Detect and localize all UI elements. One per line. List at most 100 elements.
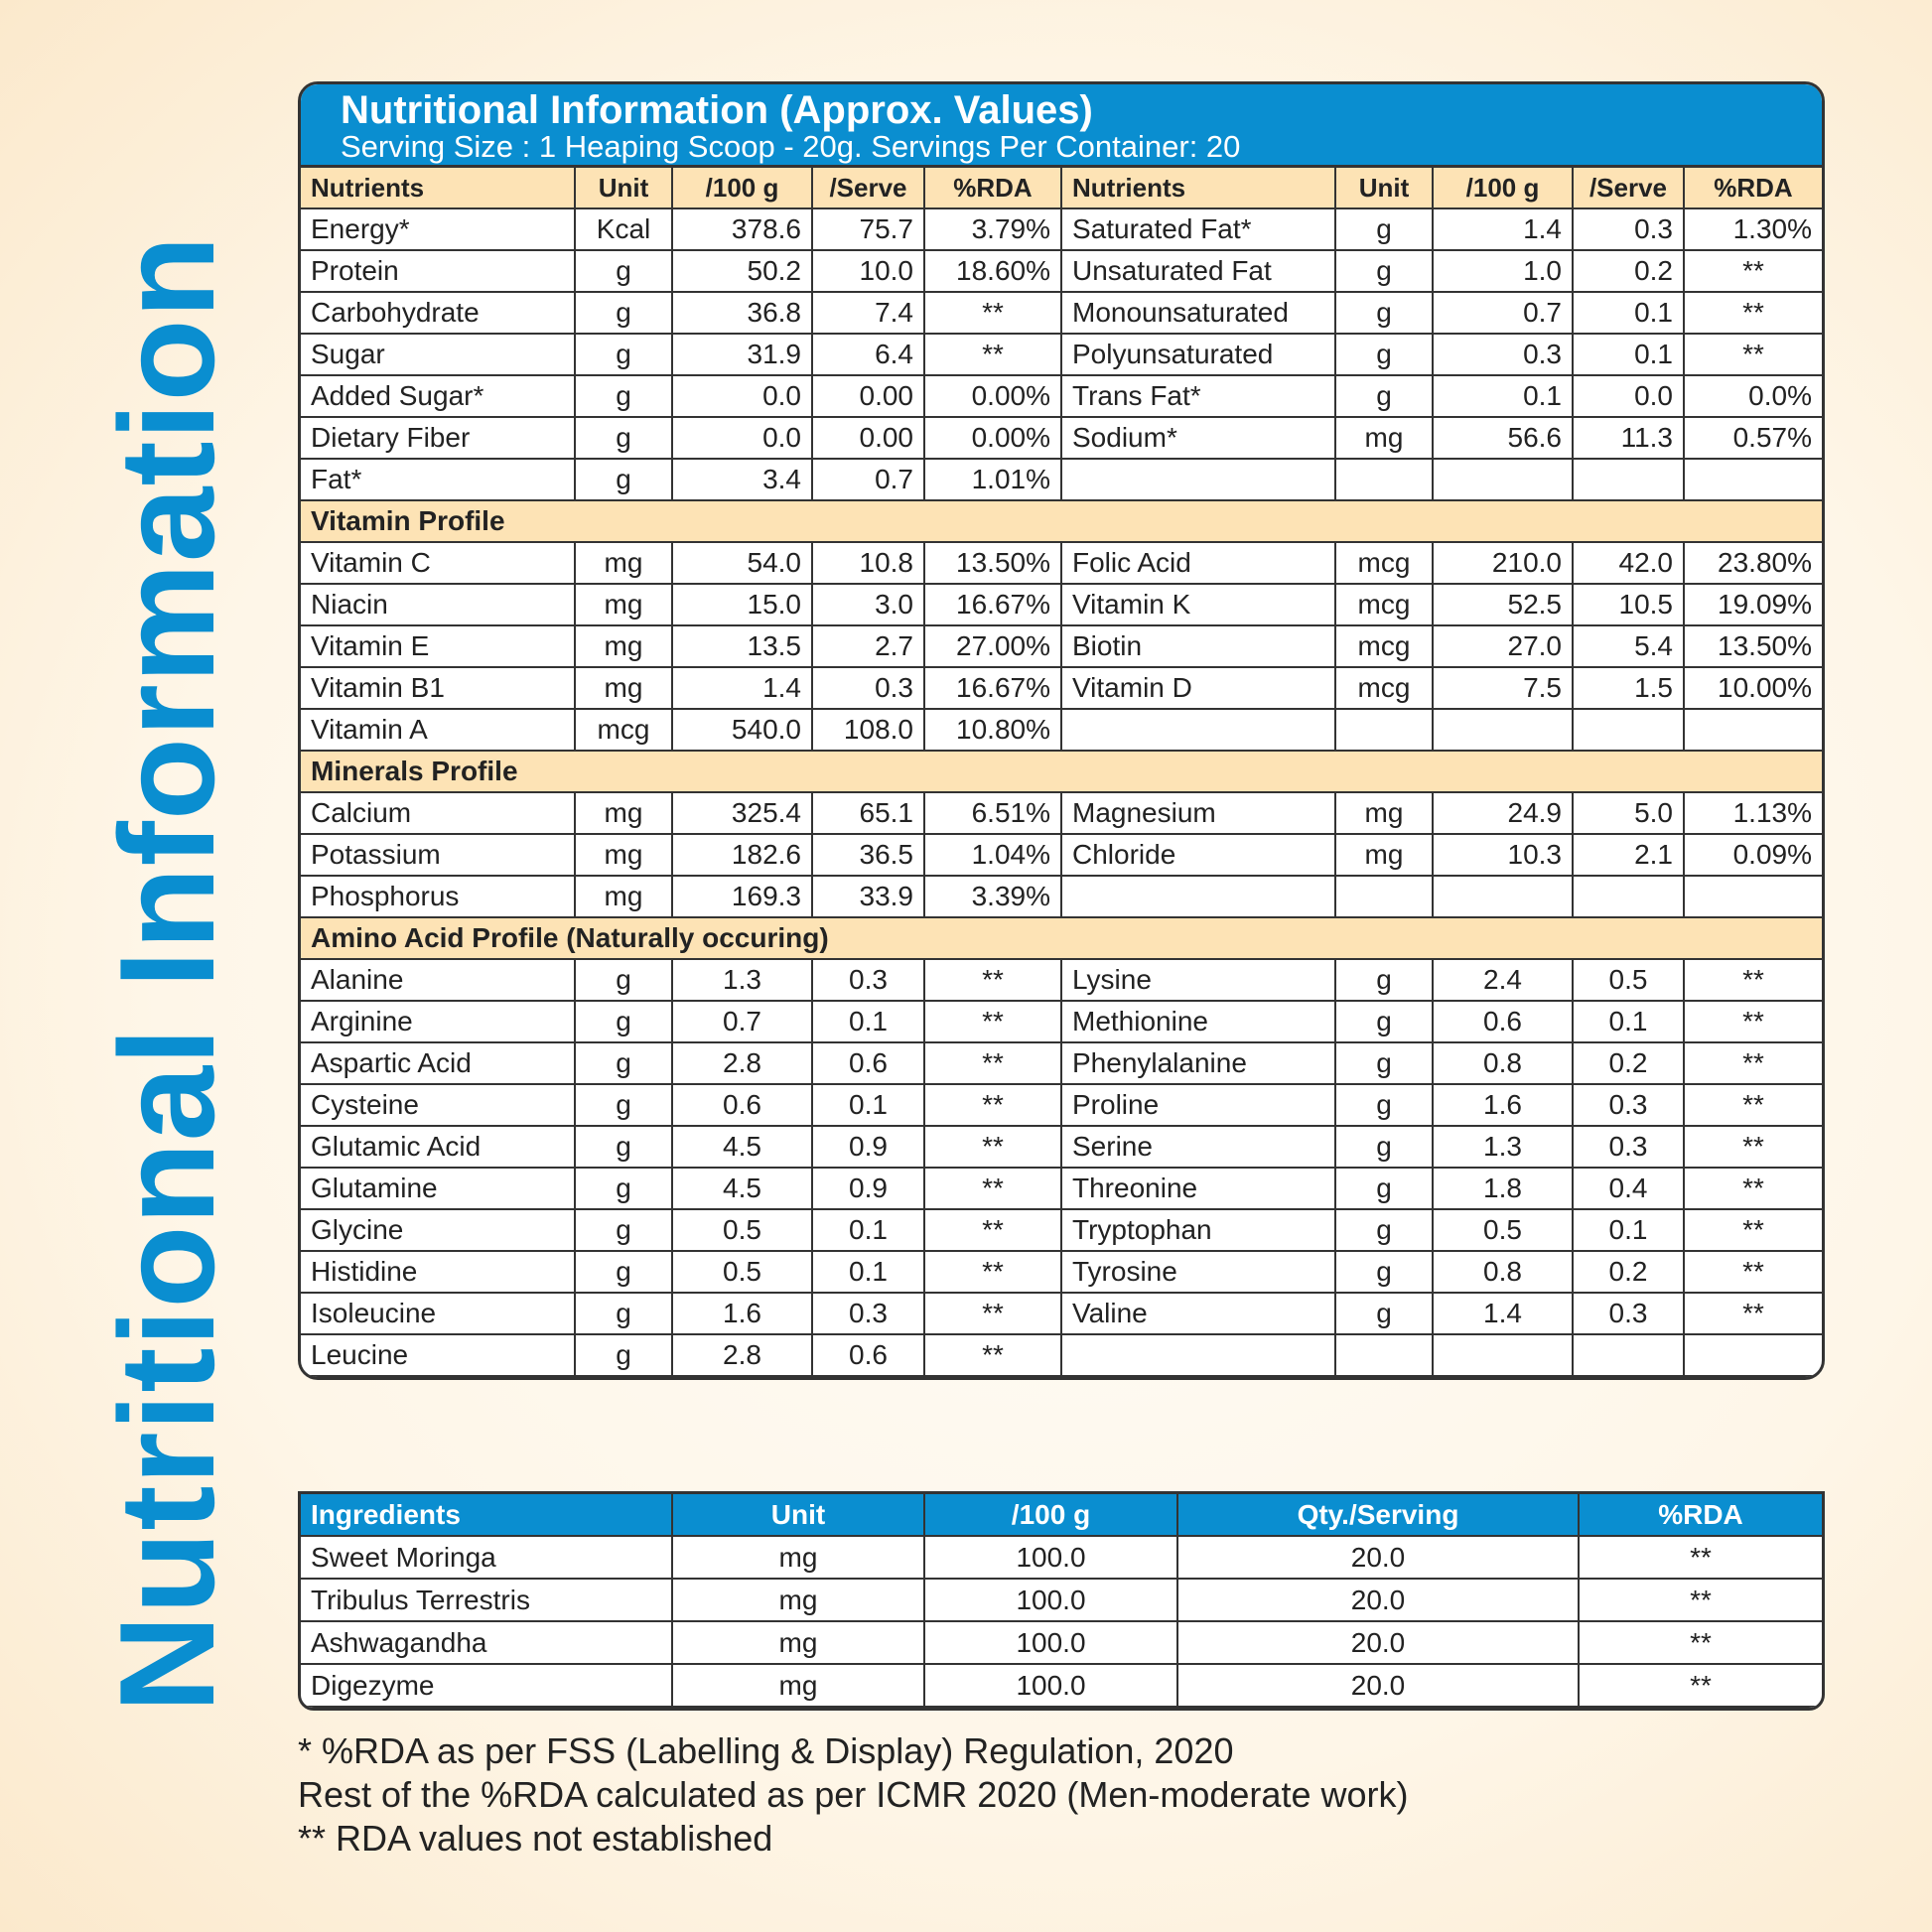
- ingredient-row: Sweet Moringa mg 100.0 20.0 **: [301, 1535, 1822, 1580]
- table-row: Sugar g 31.9 6.4 ** Polyunsaturated g 0.3 0.1 **: [301, 333, 1822, 376]
- column-header: %RDA: [1578, 1494, 1822, 1537]
- section-header-row: Vitamin Profile: [301, 499, 1822, 543]
- column-header: /Serve: [811, 168, 925, 209]
- nutrient-value: [1432, 1333, 1574, 1377]
- nutrient-value: **: [1683, 1125, 1822, 1169]
- nutrient-value: 0.0: [671, 416, 813, 460]
- nutrient-value: [1334, 1333, 1434, 1377]
- nutrient-value: mcg: [1334, 666, 1434, 710]
- nutrient-value: 2.7: [811, 624, 925, 668]
- nutrient-value: 19.09%: [1683, 583, 1822, 626]
- section-header-row: Minerals Profile: [301, 750, 1822, 793]
- nutrient-value: 0.1: [1572, 1208, 1685, 1252]
- nutrient-value: 7.5: [1432, 666, 1574, 710]
- column-header: Unit: [1334, 168, 1434, 209]
- nutrient-value: g: [574, 249, 673, 293]
- nutrient-value: 1.3: [671, 958, 813, 1002]
- nutrient-value: 10.8: [811, 541, 925, 585]
- nutrient-value: 16.67%: [923, 583, 1062, 626]
- nutrient-value: g: [574, 1041, 673, 1085]
- nutrient-value: g: [574, 1167, 673, 1210]
- nutrient-value: 2.1: [1572, 833, 1685, 877]
- table-row: Histidine g 0.5 0.1 ** Tyrosine g 0.8 0.2 **: [301, 1250, 1822, 1294]
- nutrient-value: [1432, 875, 1574, 918]
- nutrient-value: **: [1683, 249, 1822, 293]
- nutrient-value: 50.2: [671, 249, 813, 293]
- nutrient-value: 2.4: [1432, 958, 1574, 1002]
- nutrient-name: Vitamin B1: [301, 666, 576, 710]
- nutrient-value: **: [1683, 291, 1822, 335]
- nutrient-value: g: [574, 958, 673, 1002]
- footnote: ** RDA values not established: [298, 1818, 773, 1859]
- nutrient-value: g: [574, 1333, 673, 1377]
- nutrient-value: Kcal: [574, 207, 673, 251]
- ingredient-name: Digezyme: [301, 1663, 673, 1708]
- nutrient-value: **: [1683, 1083, 1822, 1127]
- footnotes: * %RDA as per FSS (Labelling & Display) …: [298, 1729, 1408, 1861]
- nutrient-value: [1572, 875, 1685, 918]
- nutrient-value: 3.39%: [923, 875, 1062, 918]
- nutrient-value: 0.1: [1432, 374, 1574, 418]
- ingredient-value: mg: [671, 1620, 925, 1665]
- ingredient-value: mg: [671, 1663, 925, 1708]
- nutrient-value: g: [1334, 291, 1434, 335]
- nutrient-value: **: [923, 1208, 1062, 1252]
- ingredient-value: 20.0: [1176, 1620, 1580, 1665]
- nutrient-name: Aspartic Acid: [301, 1041, 576, 1085]
- nutrient-name: Alanine: [301, 958, 576, 1002]
- nutrient-value: g: [574, 1083, 673, 1127]
- table-row: Glutamine g 4.5 0.9 ** Threonine g 1.8 0.4 **: [301, 1167, 1822, 1210]
- nutrient-value: 10.80%: [923, 708, 1062, 752]
- nutrient-value: mg: [574, 666, 673, 710]
- section-title: Vitamin Profile: [301, 499, 1822, 543]
- nutrient-value: 27.0: [1432, 624, 1574, 668]
- ingredient-value: 100.0: [923, 1663, 1178, 1708]
- nutrient-value: 10.0: [811, 249, 925, 293]
- ingredient-value: 20.0: [1176, 1535, 1580, 1580]
- nutrient-name: Saturated Fat*: [1060, 207, 1336, 251]
- nutrient-name: [1060, 875, 1336, 918]
- nutrient-value: g: [1334, 1208, 1434, 1252]
- nutrient-value: 0.7: [671, 1000, 813, 1043]
- nutrient-value: g: [1334, 1000, 1434, 1043]
- nutrient-value: mg: [574, 541, 673, 585]
- ingredients-card: Ingredients Unit/100 g Qty./Serving %RDA Swe…: [298, 1491, 1825, 1711]
- nutrient-value: [1334, 875, 1434, 918]
- ingredient-value: **: [1578, 1620, 1822, 1665]
- nutrient-value: g: [574, 1208, 673, 1252]
- nutrient-name: Energy*: [301, 207, 576, 251]
- nutrient-value: 0.00: [811, 374, 925, 418]
- nutrient-name: Niacin: [301, 583, 576, 626]
- nutrient-name: Leucine: [301, 1333, 576, 1377]
- table-row: Isoleucine g 1.6 0.3 ** Valine g 1.4 0.3 **: [301, 1292, 1822, 1335]
- nutrient-value: mcg: [574, 708, 673, 752]
- nutrient-value: 7.4: [811, 291, 925, 335]
- nutrient-value: **: [923, 1041, 1062, 1085]
- nutrient-value: 0.0: [1572, 374, 1685, 418]
- nutrient-value: 16.67%: [923, 666, 1062, 710]
- nutrient-name: Chloride: [1060, 833, 1336, 877]
- section-title: Amino Acid Profile (Naturally occuring): [301, 916, 1822, 960]
- table-row: Protein g 50.2 10.0 18.60% Unsaturated Fat g 1.…: [301, 249, 1822, 293]
- nutrient-value: 42.0: [1572, 541, 1685, 585]
- nutrient-value: [1432, 458, 1574, 501]
- nutrient-value: **: [1683, 1000, 1822, 1043]
- nutrient-value: mcg: [1334, 583, 1434, 626]
- nutrient-name: [1060, 708, 1336, 752]
- nutrient-name: Serine: [1060, 1125, 1336, 1169]
- ingredient-value: mg: [671, 1578, 925, 1622]
- nutrient-value: 1.30%: [1683, 207, 1822, 251]
- nutrient-name: Vitamin A: [301, 708, 576, 752]
- nutrient-name: Arginine: [301, 1000, 576, 1043]
- nutrient-value: 0.2: [1572, 1041, 1685, 1085]
- nutrient-value: **: [1683, 958, 1822, 1002]
- nutrient-name: Fat*: [301, 458, 576, 501]
- nutrient-value: 0.3: [1572, 1083, 1685, 1127]
- nutrient-value: 3.79%: [923, 207, 1062, 251]
- nutrition-card: Nutritional Information (Approx. Values)…: [298, 81, 1825, 1380]
- nutrient-value: g: [1334, 374, 1434, 418]
